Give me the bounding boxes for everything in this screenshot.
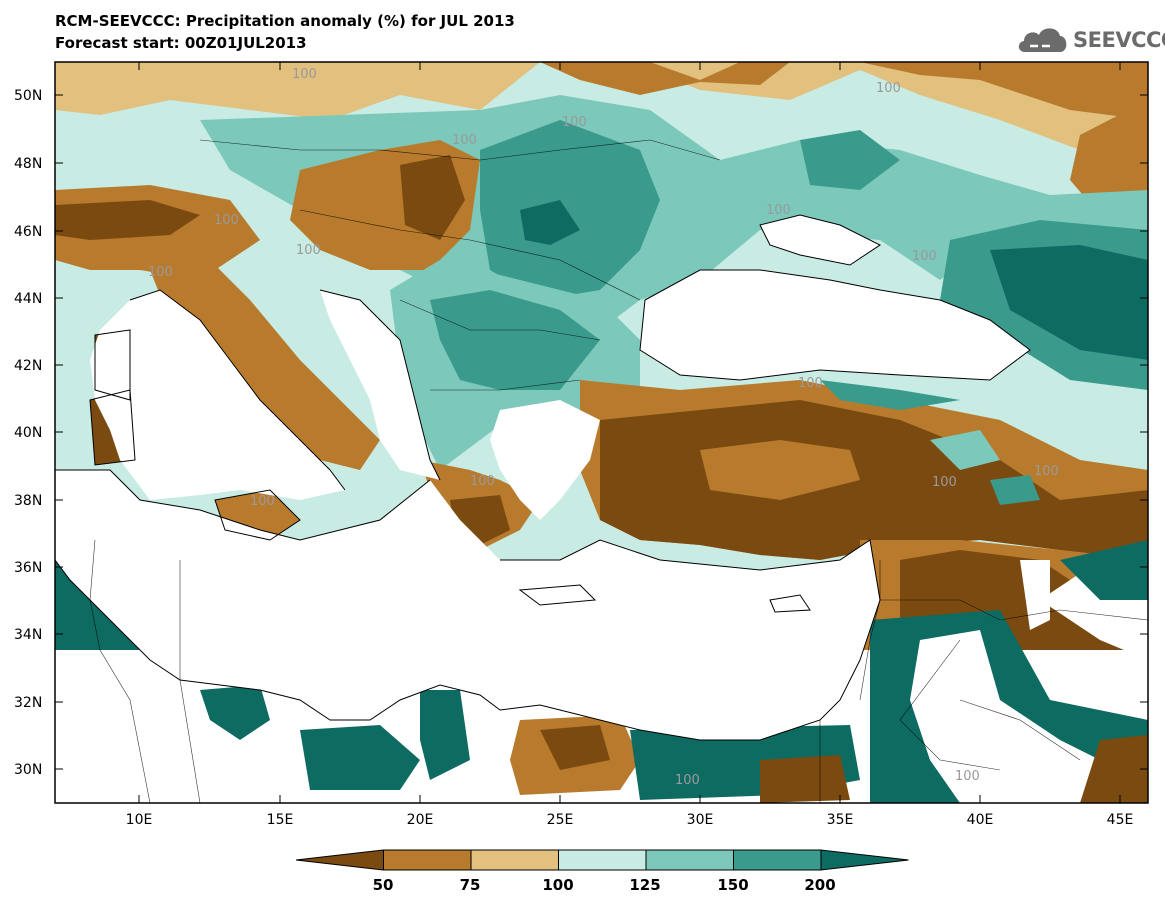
lat-label: 30N	[14, 762, 42, 778]
lat-label: 40N	[14, 425, 42, 441]
cloud-icon	[1018, 28, 1067, 52]
contour-label: 100	[292, 67, 317, 82]
lat-label: 38N	[14, 493, 42, 509]
contour-label: 100	[452, 133, 477, 148]
lat-label: 42N	[14, 358, 42, 374]
map-field: 100 100 100 100 100 100 100 100 100 100 …	[55, 62, 1148, 803]
colorbar-tick-label: 100	[542, 876, 573, 894]
lon-label: 15E	[267, 812, 294, 828]
colorbar-tick-label: 125	[629, 876, 660, 894]
contour-labels: 100 100 100 100 100 100 100 100 100 100 …	[148, 67, 1059, 788]
contour-label: 100	[932, 475, 957, 490]
contour-label: 100	[1034, 464, 1059, 479]
lat-label: 36N	[14, 560, 42, 576]
colorbar-tick-label: 150	[717, 876, 748, 894]
colorbar-segment	[820, 849, 909, 871]
lon-labels: 10E 15E 20E 25E 30E 35E 40E 45E	[126, 812, 1134, 828]
colorbar-segment	[295, 849, 384, 871]
seevccc-logo: SEEVCCC	[1015, 22, 1165, 56]
lon-label: 45E	[1107, 812, 1134, 828]
lat-label: 44N	[14, 291, 42, 307]
lat-axis	[55, 94, 1148, 770]
lon-label: 30E	[687, 812, 714, 828]
lon-label: 35E	[827, 812, 854, 828]
colorbar	[295, 849, 909, 871]
logo-text: SEEVCCC	[1073, 28, 1165, 52]
colorbar-segment	[733, 849, 822, 871]
contour-label: 100	[296, 243, 321, 258]
lat-labels: 50N 48N 46N 44N 42N 40N 38N 36N 34N 32N …	[14, 88, 42, 778]
colorbar-labels: 50 75 100 125 150 200	[373, 876, 836, 894]
contour-label: 100	[148, 265, 173, 280]
contour-label: 100	[250, 494, 275, 509]
map-title: RCM-SEEVCCC: Precipitation anomaly (%) f…	[55, 12, 515, 30]
colorbar-segment	[470, 849, 559, 871]
lat-label: 46N	[14, 224, 42, 240]
colorbar-tick-label: 50	[373, 876, 394, 894]
contour-label: 100	[562, 115, 587, 130]
lat-label: 32N	[14, 695, 42, 711]
contour-label: 100	[214, 213, 239, 228]
contour-label: 100	[798, 376, 823, 391]
lon-label: 25E	[547, 812, 574, 828]
lon-label: 10E	[126, 812, 153, 828]
lat-label: 50N	[14, 88, 42, 104]
colorbar-tick-label: 75	[460, 876, 481, 894]
borders	[89, 139, 1148, 803]
contour-label: 100	[766, 203, 791, 218]
coastlines	[55, 214, 1031, 741]
contour-label: 100	[470, 474, 495, 489]
lon-label: 40E	[967, 812, 994, 828]
colorbar-segment	[558, 849, 647, 871]
lon-label: 20E	[407, 812, 434, 828]
colorbar-segment	[383, 849, 472, 871]
contour-label: 100	[912, 249, 937, 264]
lat-label: 48N	[14, 156, 42, 172]
contour-label: 100	[675, 773, 700, 788]
contour-label: 100	[955, 769, 980, 784]
forecast-start: Forecast start: 00Z01JUL2013	[55, 34, 307, 52]
lat-label: 34N	[14, 627, 42, 643]
colorbar-segment	[645, 849, 734, 871]
contour-label: 100	[876, 81, 901, 96]
lon-axis	[138, 62, 1121, 803]
colorbar-tick-label: 200	[804, 876, 835, 894]
